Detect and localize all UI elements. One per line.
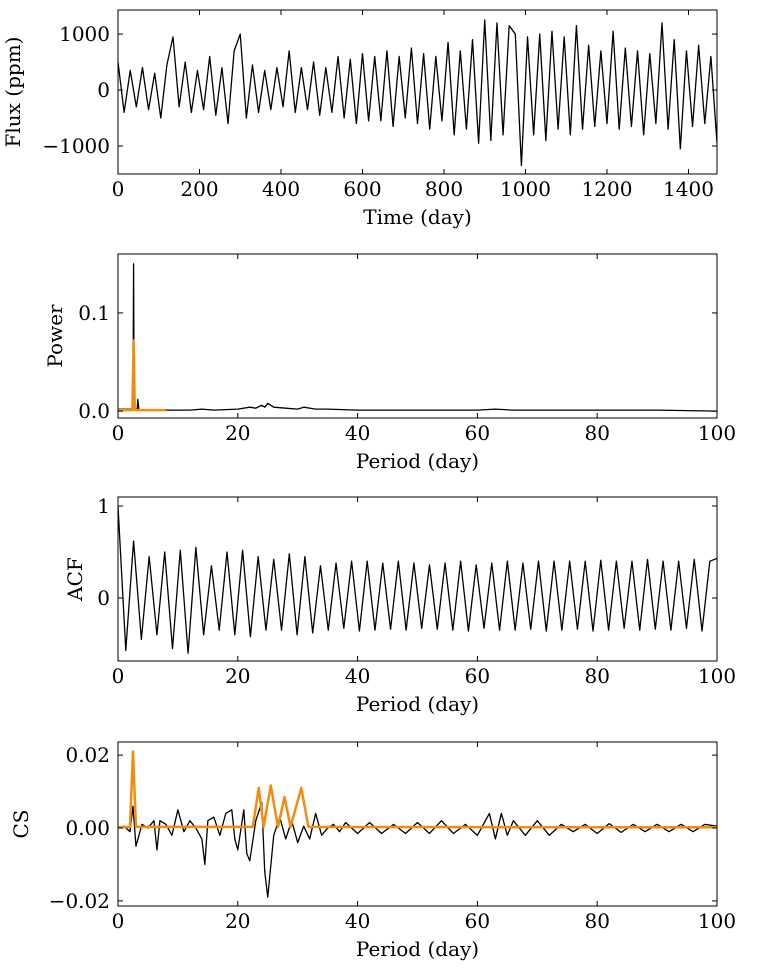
y-tick-label: 0.00 bbox=[65, 816, 110, 840]
x-axis-label: Time (day) bbox=[363, 205, 472, 229]
x-tick-label: 60 bbox=[465, 421, 490, 445]
series-line bbox=[118, 505, 717, 654]
y-tick-label: 1000 bbox=[59, 22, 110, 46]
x-tick-label: 400 bbox=[262, 177, 300, 201]
x-tick-label: 0 bbox=[112, 177, 125, 201]
x-tick-label: 600 bbox=[343, 177, 381, 201]
x-tick-label: 200 bbox=[180, 177, 218, 201]
y-axis-label: CS bbox=[9, 809, 33, 838]
x-tick-label: 0 bbox=[112, 421, 125, 445]
x-tick-label: 80 bbox=[584, 421, 609, 445]
panel: 0 20 40 60 80 100 0 1 Period (day) ACF bbox=[63, 494, 736, 716]
series-line bbox=[118, 801, 717, 898]
x-axis-label: Period (day) bbox=[356, 937, 479, 961]
y-tick-label: 0.02 bbox=[65, 743, 110, 767]
x-tick-label: 100 bbox=[698, 421, 736, 445]
plot-frame bbox=[117, 253, 718, 419]
series-line bbox=[118, 339, 166, 412]
x-tick-label: 40 bbox=[345, 909, 370, 933]
panel: 0 200 400 600 800 1000 1200 1400−100001000Time … bbox=[1, 9, 718, 229]
x-tick-label: 80 bbox=[584, 909, 609, 933]
series-line bbox=[118, 263, 717, 412]
y-tick-label: −1000 bbox=[42, 134, 110, 158]
x-tick-label: 40 bbox=[345, 421, 370, 445]
x-tick-label: 1000 bbox=[500, 177, 551, 201]
y-tick-label: 1 bbox=[97, 494, 110, 518]
y-tick-label: −0.02 bbox=[49, 889, 110, 913]
y-axis-label: Power bbox=[43, 304, 67, 368]
y-tick-label: 0 bbox=[97, 78, 110, 102]
x-tick-label: 80 bbox=[584, 664, 609, 688]
y-tick-label: 0.0 bbox=[78, 399, 110, 423]
panel: 0 20 40 60 80 100 0.0 0.1 Period (day) Power bbox=[43, 253, 736, 473]
y-tick-label: 0.1 bbox=[78, 301, 110, 325]
y-axis-label: ACF bbox=[63, 557, 87, 602]
y-tick-label: 0 bbox=[97, 586, 110, 610]
x-tick-label: 1200 bbox=[582, 177, 633, 201]
x-tick-label: 20 bbox=[225, 909, 250, 933]
plot-frame bbox=[117, 9, 718, 175]
x-tick-label: 40 bbox=[345, 664, 370, 688]
x-tick-label: 1400 bbox=[663, 177, 714, 201]
x-tick-label: 100 bbox=[698, 664, 736, 688]
panel: 0 20 40 60 80 100 −0.02 0.00 0.02 Period (day) CS bbox=[9, 741, 736, 961]
x-tick-label: 20 bbox=[225, 664, 250, 688]
x-tick-label: 20 bbox=[225, 421, 250, 445]
x-axis-label: Period (day) bbox=[356, 449, 479, 473]
x-tick-label: 800 bbox=[425, 177, 463, 201]
x-tick-label: 60 bbox=[465, 909, 490, 933]
series-line bbox=[118, 19, 717, 167]
x-tick-label: 0 bbox=[112, 664, 125, 688]
y-axis-label: Flux (ppm) bbox=[1, 37, 25, 148]
x-tick-label: 100 bbox=[698, 909, 736, 933]
plot-frame bbox=[117, 741, 718, 907]
x-tick-label: 0 bbox=[112, 909, 125, 933]
x-axis-label: Period (day) bbox=[356, 692, 479, 716]
x-tick-label: 60 bbox=[465, 664, 490, 688]
series-line bbox=[118, 750, 717, 829]
plot-frame bbox=[117, 496, 718, 662]
